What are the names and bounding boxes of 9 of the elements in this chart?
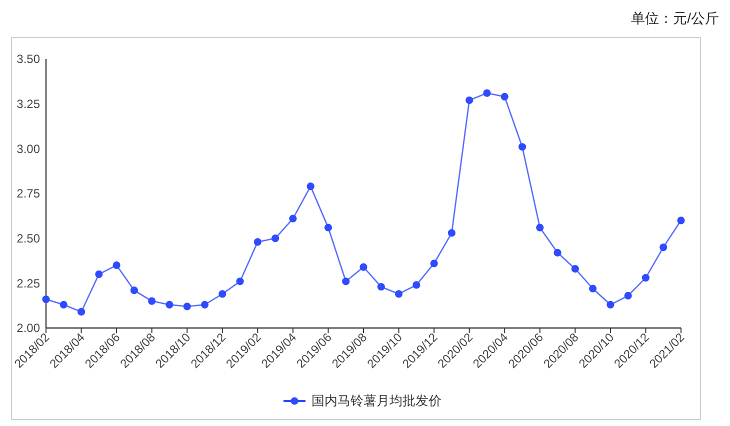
y-tick-label: 3.00	[16, 142, 40, 156]
y-tick-label: 3.50	[16, 52, 40, 66]
y-tick-label: 2.75	[16, 186, 40, 201]
y-tick-label: 3.25	[16, 97, 40, 112]
y-tick-label: 2.00	[16, 321, 40, 336]
legend-label: 国内马铃薯月均批发价	[312, 393, 442, 408]
y-tick-label: 2.25	[16, 276, 40, 290]
y-tick-label: 2.50	[16, 232, 40, 246]
annotation: 单位：元/公斤	[631, 10, 719, 26]
